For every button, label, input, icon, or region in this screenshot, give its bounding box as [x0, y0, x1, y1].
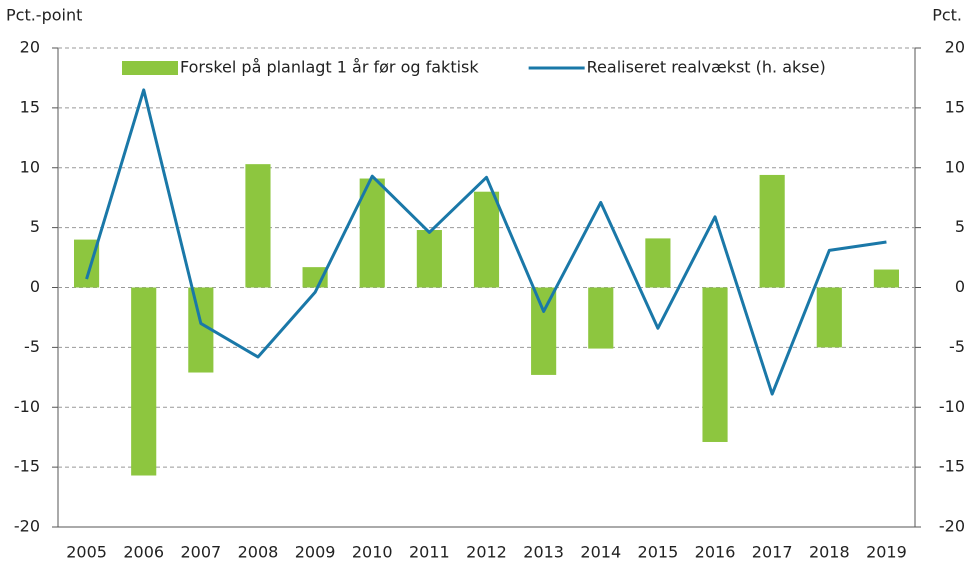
- y-tick-label: -5: [24, 337, 40, 356]
- bar: [759, 174, 785, 288]
- y-tick-label: -20: [14, 517, 40, 536]
- y2-tick-label: -5: [949, 337, 965, 356]
- x-tick-label: 2011: [409, 543, 450, 562]
- bar: [416, 230, 442, 288]
- y2-tick-label: 5: [955, 217, 965, 236]
- bar: [473, 191, 500, 288]
- bar: [816, 287, 842, 348]
- y-axis-label: Pct.-point: [6, 6, 82, 25]
- bar: [645, 238, 671, 288]
- bar: [359, 178, 385, 288]
- bar: [531, 287, 557, 375]
- y2-tick-label: 15: [945, 97, 965, 116]
- x-tick-label: 2008: [238, 543, 279, 562]
- legend-label: Forskel på planlagt 1 år før og faktisk: [180, 58, 479, 77]
- y2-tick-label: -20: [939, 517, 965, 536]
- legend-label: Realiseret realvækst (h. akse): [587, 58, 826, 77]
- y2-axis-label: Pct.: [932, 6, 962, 25]
- x-tick-label: 2010: [352, 543, 393, 562]
- x-tick-label: 2005: [66, 543, 107, 562]
- x-tick-label: 2016: [695, 543, 736, 562]
- x-tick-label: 2013: [523, 543, 564, 562]
- legend-swatch: [122, 61, 178, 75]
- y2-tick-label: -15: [939, 457, 965, 476]
- line: [85, 88, 887, 396]
- x-tick-label: 2007: [180, 543, 221, 562]
- x-tick-label: 2018: [809, 543, 850, 562]
- y-tick-label: -10: [14, 397, 40, 416]
- x-tick-label: 2019: [866, 543, 907, 562]
- y2-tick-label: 10: [945, 157, 965, 176]
- y2-tick-label: 20: [945, 38, 965, 57]
- y-tick-label: 15: [20, 97, 40, 116]
- y-tick-label: 0: [30, 277, 40, 296]
- y-tick-label: 20: [20, 38, 40, 57]
- x-tick-label: 2017: [752, 543, 793, 562]
- bar: [702, 287, 728, 442]
- bar: [131, 287, 157, 476]
- y2-tick-label: -10: [939, 397, 965, 416]
- x-tick-label: 2014: [580, 543, 621, 562]
- x-tick-label: 2015: [638, 543, 679, 562]
- y-tick-label: -15: [14, 457, 40, 476]
- x-tick-label: 2006: [123, 543, 164, 562]
- x-tick-label: 2012: [466, 543, 507, 562]
- y-tick-label: 10: [20, 157, 40, 176]
- y2-tick-label: 0: [955, 277, 965, 296]
- bar: [873, 269, 900, 288]
- bar: [588, 287, 614, 349]
- y-tick-label: 5: [30, 217, 40, 236]
- bar: [245, 164, 271, 288]
- x-tick-label: 2009: [295, 543, 336, 562]
